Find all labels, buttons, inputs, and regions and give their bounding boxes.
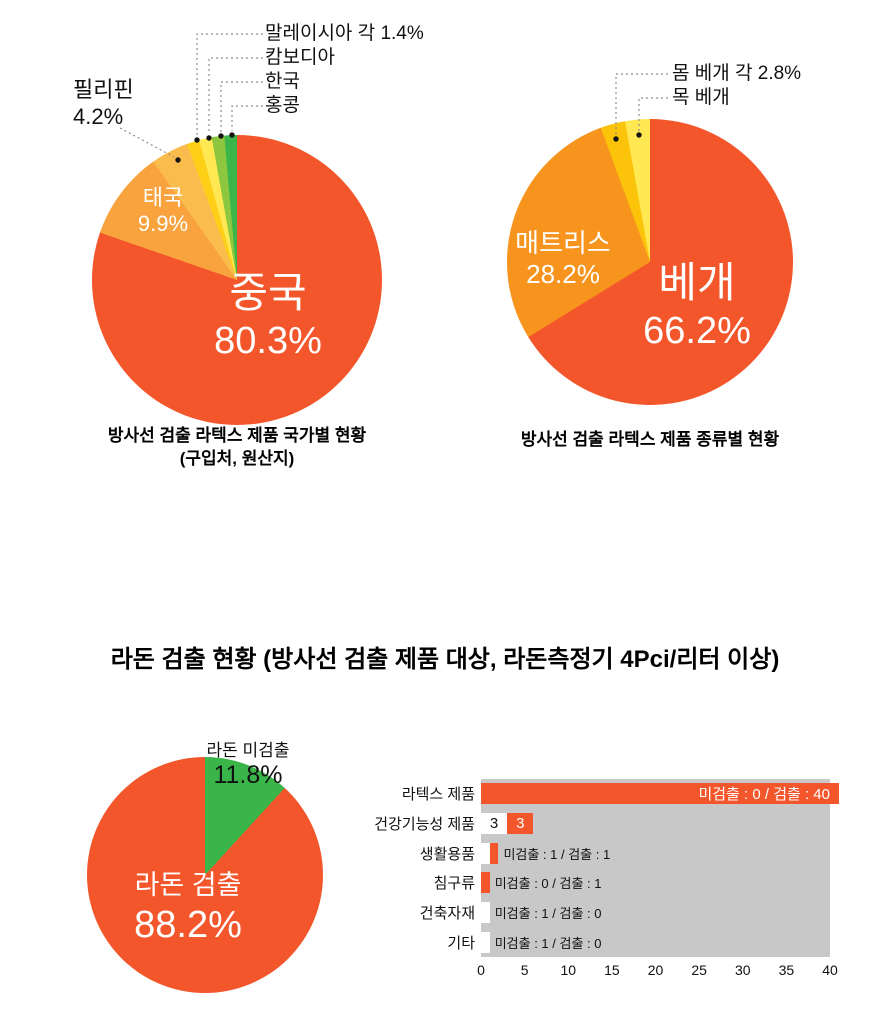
bar-category-label: 라텍스 제품 xyxy=(401,786,475,804)
bar-value-label: 미검출 : 0 / 검출 : 1 xyxy=(494,876,602,892)
bar-value-label: 미검출 : 1 / 검출 : 0 xyxy=(494,935,602,951)
type-pie-chart xyxy=(507,119,793,405)
bar-value-label: 미검출 : 1 / 검출 : 1 xyxy=(503,846,611,862)
slice-name: 라돈 검출 xyxy=(134,870,242,900)
x-tick-label: 25 xyxy=(691,962,707,978)
slice-value: 88.2% xyxy=(134,904,242,946)
bar-plot: 미검출 : 0 / 검출 : 40 3 3 미검출 : 1 / 검출 : 1 미검출 :… xyxy=(481,779,839,957)
slice-value: 28.2% xyxy=(526,259,600,289)
bar-row: 미검출 : 1 / 검출 : 1 xyxy=(481,838,830,868)
leader-line xyxy=(119,127,175,158)
callout-dot xyxy=(229,132,235,138)
callout-label-body-pillow: 몸 베개 각 2.8% xyxy=(672,63,802,84)
country-pie-callouts: 말레이시아 각 1.4% 캄보디아 한국 홍콩 xyxy=(265,22,424,118)
caption-line: 방사선 검출 라텍스 제품 종류별 현황 xyxy=(520,430,780,449)
bar-detected: 3 xyxy=(507,813,534,834)
bar-row: 미검출 : 1 / 검출 : 0 xyxy=(481,898,830,928)
callout-label-cambodia: 캄보디아 xyxy=(265,47,335,68)
bar-category-label: 생활용품 xyxy=(419,845,475,863)
leader-line xyxy=(615,73,668,135)
bar-category-label: 건축자재 xyxy=(419,905,475,923)
country-pie-section: 말레이시아 각 1.4% 캄보디아 한국 홍콩 필리핀 4.2% 태국 9.9%… xyxy=(20,15,460,485)
callout-label-hongkong: 홍콩 xyxy=(265,95,300,116)
x-tick-label: 20 xyxy=(647,962,664,978)
slice-value: 66.2% xyxy=(643,310,751,352)
x-tick-label: 30 xyxy=(734,962,751,978)
mattress-slice-label: 매트리스 28.2% xyxy=(463,228,663,290)
bar-detected xyxy=(481,872,490,894)
radon-section-title: 라돈 검출 현황 (방사선 검출 제품 대상, 라돈측정기 4Pci/리터 이상… xyxy=(110,646,780,673)
caption-line: 방사선 검출 라텍스 제품 국가별 현황 xyxy=(107,426,367,445)
china-slice-label: 중국 80.3% xyxy=(118,268,418,364)
slice-name: 베개 xyxy=(658,259,736,306)
bar-detected: 미검출 : 0 / 검출 : 40 xyxy=(481,783,839,805)
bar-category-label: 침구류 xyxy=(433,875,475,893)
x-tick-label: 0 xyxy=(477,962,485,978)
bar-not-detected xyxy=(481,931,490,953)
philippines-slice-label: 필리핀 4.2% xyxy=(73,76,134,130)
x-tick-label: 15 xyxy=(604,962,620,978)
radon-not-detected-label: 라돈 미검출 11.8% xyxy=(178,741,318,790)
leader-line xyxy=(220,81,263,132)
thailand-slice-label: 태국 9.9% xyxy=(103,185,223,237)
radon-pie-section: 라돈 미검출 11.8% 라돈 검출 88.2% xyxy=(60,730,390,1020)
callout-dot xyxy=(175,157,181,163)
callout-dot xyxy=(636,132,642,138)
leader-line xyxy=(638,97,668,131)
country-pie-leader-lines xyxy=(119,33,263,163)
x-tick-label: 5 xyxy=(520,962,529,978)
bar-row: 미검출 : 0 / 검출 : 1 xyxy=(481,868,830,898)
slice-value: 4.2% xyxy=(73,104,124,129)
callout-label-malaysia: 말레이시아 각 1.4% xyxy=(265,23,424,44)
bar-row: 미검출 : 1 / 검출 : 0 xyxy=(481,927,830,957)
slice-name: 라돈 미검출 xyxy=(206,741,290,760)
slice-name: 중국 xyxy=(229,269,307,316)
type-pie-leader-lines xyxy=(613,73,668,142)
slice-value: 11.8% xyxy=(213,761,283,789)
bar-category-label: 기타 xyxy=(447,934,475,952)
callout-dot xyxy=(218,133,224,139)
country-pie-chart xyxy=(92,135,382,425)
radon-pie-chart xyxy=(87,757,323,993)
type-pie-section: 몸 베개 각 2.8% 목 베개 매트리스 28.2% 베개 66.2% 방사선… xyxy=(450,15,870,485)
callout-label-neck-pillow: 목 베개 xyxy=(672,87,730,108)
bar-value-label: 미검출 : 1 / 검출 : 0 xyxy=(494,906,602,922)
slice-name: 태국 xyxy=(142,185,184,210)
leader-line xyxy=(196,33,263,136)
callout-dot xyxy=(613,136,619,142)
country-pie-caption: 방사선 검출 라텍스 제품 국가별 현황 (구입처, 원산지) xyxy=(20,424,454,470)
slice-name: 매트리스 xyxy=(515,228,611,258)
slice-value: 9.9% xyxy=(137,211,189,236)
x-tick-label: 10 xyxy=(560,962,577,978)
bar-detected xyxy=(489,842,499,864)
callout-label-korea: 한국 xyxy=(265,71,300,92)
radon-detected-label: 라돈 검출 88.2% xyxy=(88,868,288,948)
callout-dot xyxy=(206,135,212,141)
bar-category-label: 건강기능성 제품 xyxy=(374,816,475,833)
x-tick-label: 35 xyxy=(778,962,795,978)
type-pie-caption: 방사선 검출 라텍스 제품 종류별 현황 xyxy=(450,428,850,451)
bar-not-detected: 3 xyxy=(481,813,508,834)
bar-not-detected xyxy=(481,842,490,864)
slice-name: 필리핀 xyxy=(73,77,134,102)
caption-line: (구입처, 원산지) xyxy=(179,449,295,468)
leader-line xyxy=(231,105,263,131)
bar-row: 미검출 : 0 / 검출 : 40 xyxy=(481,779,839,809)
slice-value: 80.3% xyxy=(214,320,322,362)
callout-dot xyxy=(194,137,200,143)
bar-x-axis: 0 5 10 15 20 25 30 35 40 xyxy=(358,962,868,982)
bar-not-detected xyxy=(481,902,490,924)
pillow-slice-label: 베개 66.2% xyxy=(547,258,847,354)
leader-line xyxy=(208,57,263,134)
type-pie-callouts: 몸 베개 각 2.8% 목 베개 xyxy=(672,62,801,110)
x-tick-label: 40 xyxy=(822,962,838,978)
